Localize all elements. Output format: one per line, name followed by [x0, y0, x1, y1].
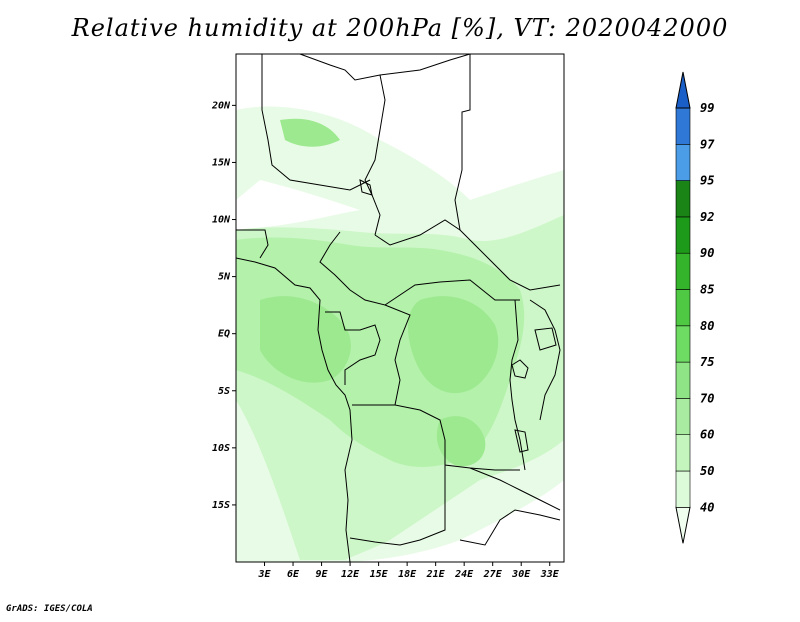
colorbar-label: 95: [700, 174, 714, 188]
lon-tick-label: 21E: [426, 569, 446, 580]
border-line: [364, 74, 386, 236]
colorbar-label: 85: [700, 283, 714, 297]
longitude-axis: 3E 6E 9E 12E 15E 18E 21E 24E 27E 30E 33E: [257, 562, 560, 580]
border-line: [469, 467, 561, 511]
border-line: [509, 299, 526, 471]
lon-tick-label: 12E: [341, 569, 360, 580]
lon-tick-label: 9E: [316, 569, 329, 580]
map-title: Relative humidity at 200hPa [%], VT: 202…: [71, 14, 729, 42]
colorbar-label: 80: [700, 319, 714, 333]
colorbar-label: 60: [700, 428, 714, 442]
colorbar-label: 99: [700, 101, 714, 115]
colorbar-label: 50: [700, 464, 714, 478]
colorbar-label: 75: [700, 355, 714, 369]
colorbar-label: 97: [700, 137, 715, 151]
lake: [359, 179, 373, 196]
border-line: [261, 54, 371, 191]
humidity-shading: [236, 54, 564, 562]
lon-tick-label: 27E: [483, 569, 503, 580]
colorbar-segment: [675, 398, 691, 435]
lon-tick-label: 24E: [454, 569, 474, 580]
border-line: [349, 465, 446, 546]
colorbar-segment: [675, 216, 691, 254]
lake: [511, 359, 529, 379]
colorbar-label: 92: [700, 210, 714, 224]
latitude-axis: 20N 15N 10N 5N EQ 5S 10S 15S: [211, 100, 236, 511]
lon-tick-label: 15E: [370, 569, 389, 580]
colorbar-segment: [675, 144, 691, 181]
colorbar-label: 70: [700, 391, 714, 405]
lon-tick-label: 18E: [398, 569, 417, 580]
lat-tick-label: 10S: [212, 443, 230, 454]
colorbar-upper-arrow: [675, 71, 691, 109]
colorbar-lower-arrow: [675, 506, 691, 544]
humidity-area-70: [260, 118, 499, 467]
colorbar-segment: [675, 325, 691, 363]
border-line: [374, 219, 461, 246]
colorbar: 40 50 60 70 75 80 85 90 92 95 97 99: [675, 71, 715, 544]
lon-tick-label: 30E: [511, 569, 531, 580]
colorbar-segment: [675, 361, 691, 399]
map-frame: [235, 53, 565, 563]
lat-tick-label: EQ: [218, 329, 230, 340]
lat-tick-label: 20N: [211, 100, 231, 111]
lon-tick-label: 3E: [257, 569, 271, 580]
lon-tick-label: 33E: [540, 569, 560, 580]
lat-tick-label: 5N: [218, 272, 231, 283]
border-line: [529, 299, 561, 421]
lake: [514, 429, 529, 453]
lake: [534, 327, 557, 351]
colorbar-label: 40: [700, 500, 714, 514]
lon-tick-label: 6E: [287, 569, 300, 580]
country-borders: [236, 54, 561, 562]
coastline: [236, 257, 353, 562]
lat-tick-label: 10N: [212, 215, 231, 226]
border-line: [325, 311, 381, 385]
lat-tick-label: 15S: [212, 500, 230, 511]
colorbar-segment: [675, 289, 691, 327]
colorbar-label: 90: [700, 246, 714, 260]
lat-tick-label: 15N: [212, 157, 231, 168]
colorbar-segment: [675, 434, 691, 472]
humidity-area-60: [236, 237, 525, 467]
colorbar-segment: [675, 252, 691, 290]
border-line: [459, 509, 561, 546]
border-line: [299, 54, 471, 81]
colorbar-segment: [675, 470, 691, 508]
border-line: [236, 229, 269, 259]
software-credit: GrADS: IGES/COLA: [6, 604, 93, 614]
colorbar-segment: [675, 107, 691, 145]
lat-tick-label: 5S: [218, 386, 230, 397]
colorbar-segment: [675, 180, 691, 218]
